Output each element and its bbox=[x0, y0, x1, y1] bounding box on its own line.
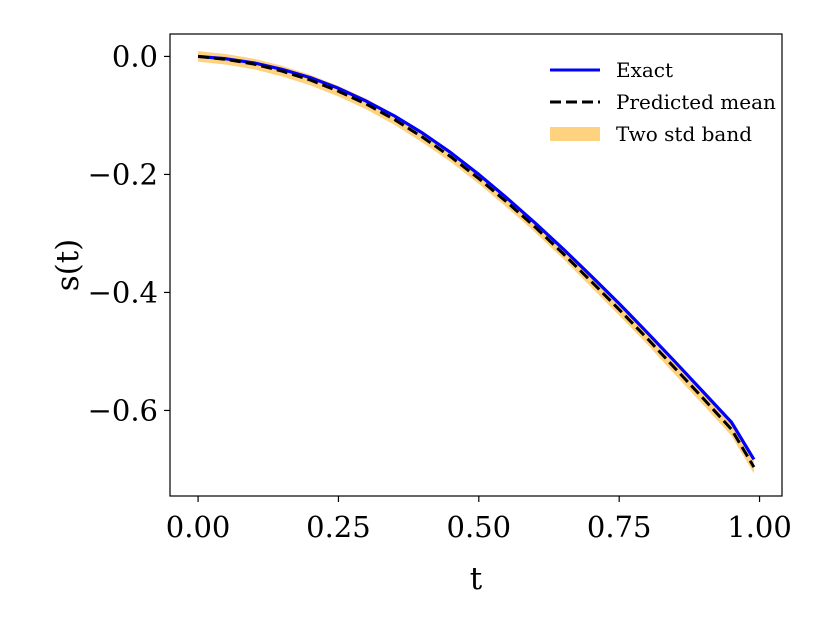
y-axis: 0.0 −0.2 −0.4 −0.6 bbox=[88, 39, 170, 427]
y-tick-label: −0.2 bbox=[88, 157, 158, 191]
x-tick-label: 0.00 bbox=[166, 510, 231, 544]
x-axis: 0.00 0.25 0.50 0.75 1.00 bbox=[166, 496, 792, 544]
series-band-two-std bbox=[198, 51, 754, 474]
legend: Exact Predicted mean Two std band bbox=[550, 58, 776, 146]
x-tick-label: 1.00 bbox=[727, 510, 792, 544]
y-tick-label: −0.6 bbox=[88, 393, 158, 427]
x-tick-label: 0.50 bbox=[447, 510, 512, 544]
series-line-layer bbox=[197, 54, 756, 468]
legend-label-exact: Exact bbox=[616, 58, 673, 82]
plot-frame bbox=[169, 33, 783, 497]
series-line-predicted-mean bbox=[197, 54, 756, 468]
legend-label-predicted-mean: Predicted mean bbox=[616, 90, 776, 114]
y-axis-label: s(t) bbox=[50, 239, 86, 292]
series-line-exact bbox=[197, 54, 756, 461]
legend-swatch-two-std-band bbox=[550, 127, 600, 141]
uncertainty-band-layer bbox=[198, 51, 754, 474]
legend-label-two-std-band: Two std band bbox=[616, 122, 752, 146]
y-tick-label: −0.4 bbox=[88, 275, 158, 309]
x-tick-label: 0.75 bbox=[587, 510, 652, 544]
x-tick-label: 0.25 bbox=[306, 510, 371, 544]
x-axis-label: t bbox=[470, 561, 483, 597]
y-tick-label: 0.0 bbox=[112, 39, 158, 73]
